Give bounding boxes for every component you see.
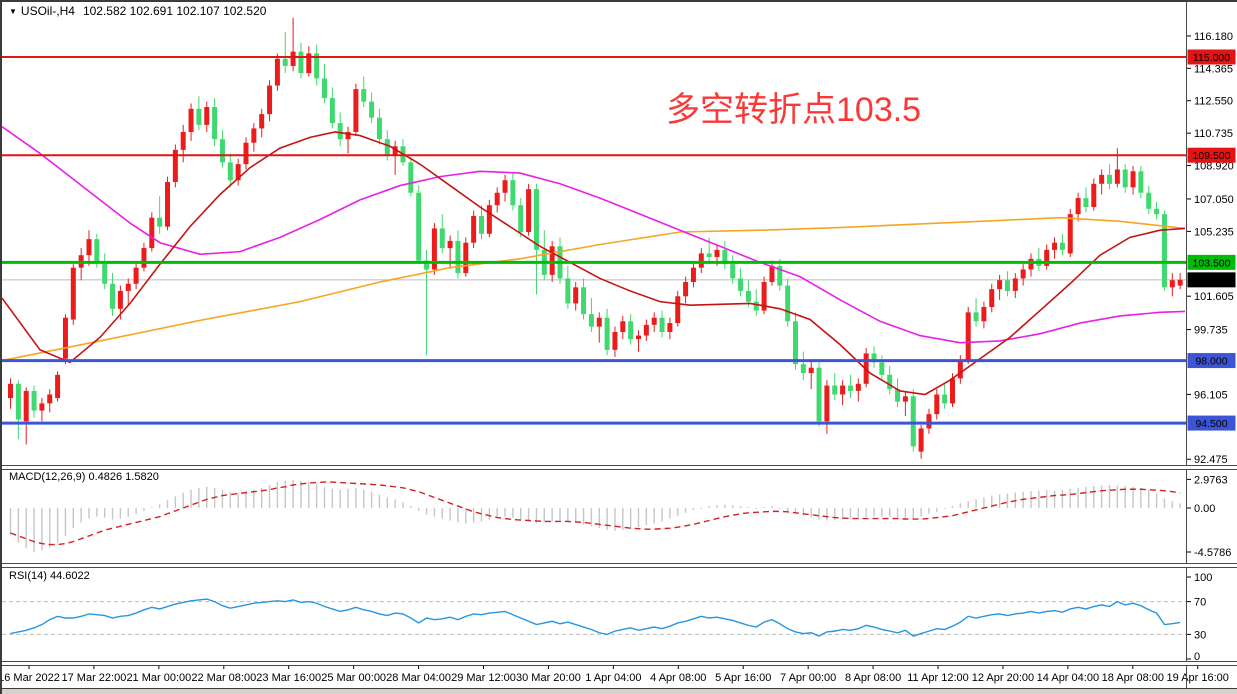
rsi-panel-layer [2, 598, 1186, 637]
svg-text:112.550: 112.550 [1194, 96, 1233, 108]
svg-text:116.180: 116.180 [1194, 31, 1233, 43]
price-panel-layer [2, 17, 1186, 459]
svg-text:29 Mar 12:00: 29 Mar 12:00 [451, 672, 516, 684]
svg-text:92.475: 92.475 [1194, 454, 1228, 466]
price-axis-border [1186, 2, 1187, 688]
svg-text:109.500: 109.500 [1193, 150, 1231, 162]
svg-text:30: 30 [1194, 629, 1206, 641]
panel-splitter-rsi-timeaxis[interactable] [0, 661, 1237, 666]
collapse-triangle-icon[interactable]: ▼ [9, 7, 17, 16]
svg-text:114.365: 114.365 [1194, 63, 1233, 75]
svg-text:110.735: 110.735 [1194, 128, 1233, 140]
svg-text:19 Apr 16:00: 19 Apr 16:00 [1167, 672, 1229, 684]
svg-text:98.000: 98.000 [1195, 356, 1227, 368]
rsi-indicator-label: RSI(14) 44.6022 [9, 570, 90, 582]
svg-text:0: 0 [1194, 651, 1200, 663]
price-axis: 116.180 114.365 112.550 110.735 108.920 107.0… [1186, 31, 1236, 466]
svg-text:100: 100 [1194, 572, 1212, 584]
chart-symbol-period: USOil-,H4 [20, 4, 75, 18]
svg-text:107.050: 107.050 [1194, 194, 1234, 206]
rsi-axis: 100 70 30 0 [1186, 572, 1212, 663]
annotation-text[interactable]: 多空转折点103.5 [666, 91, 922, 129]
svg-text:17 Mar 22:00: 17 Mar 22:00 [62, 672, 127, 684]
svg-text:103.500: 103.500 [1193, 257, 1231, 269]
svg-text:12 Apr 20:00: 12 Apr 20:00 [972, 672, 1034, 684]
chart-ohlc-values: 102.582 102.691 102.107 102.520 [82, 4, 267, 18]
chart-title: ▼ USOil-,H4 102.582 102.691 102.107 102.52… [9, 4, 266, 18]
window-bottom-strip [0, 689, 1237, 694]
window-border-top [0, 0, 1237, 2]
svg-text:11 Apr 12:00: 11 Apr 12:00 [907, 672, 969, 684]
svg-text:2.9763: 2.9763 [1194, 474, 1228, 486]
panel-splitter-macd-rsi[interactable] [0, 563, 1237, 568]
macd-axis: 2.9763 0.00 -4.5786 [1186, 474, 1231, 559]
svg-text:115.000: 115.000 [1193, 52, 1230, 64]
time-axis[interactable]: 16 Mar 2022 17 Mar 22:00 21 Mar 00:00 22 Ma… [0, 665, 1229, 684]
svg-text:28 Mar 04:00: 28 Mar 04:00 [386, 672, 451, 684]
ma-slow-magenta [2, 125, 1186, 344]
macd-panel-layer [9, 480, 1181, 553]
svg-text:105.235: 105.235 [1194, 226, 1234, 238]
svg-text:14 Apr 04:00: 14 Apr 04:00 [1037, 672, 1099, 684]
svg-text:-4.5786: -4.5786 [1194, 547, 1231, 559]
svg-text:25 Mar 00:00: 25 Mar 00:00 [321, 672, 386, 684]
svg-text:18 Apr 08:00: 18 Apr 08:00 [1102, 672, 1164, 684]
svg-text:21 Mar 00:00: 21 Mar 00:00 [126, 672, 191, 684]
macd-signal-line [10, 481, 1181, 546]
svg-text:99.735: 99.735 [1194, 325, 1228, 337]
svg-text:94.500: 94.500 [1195, 418, 1227, 430]
svg-text:4 Apr 08:00: 4 Apr 08:00 [650, 672, 706, 684]
svg-text:102.520: 102.520 [1193, 275, 1231, 287]
svg-text:96.105: 96.105 [1194, 389, 1228, 401]
svg-text:0.00: 0.00 [1194, 503, 1215, 515]
window-border-left [0, 0, 2, 694]
svg-text:5 Apr 16:00: 5 Apr 16:00 [715, 672, 771, 684]
macd-indicator-label: MACD(12,26,9) 0.4826 1.5820 [9, 471, 159, 483]
svg-text:8 Apr 08:00: 8 Apr 08:00 [845, 672, 901, 684]
svg-text:7 Apr 00:00: 7 Apr 00:00 [780, 672, 836, 684]
svg-text:70: 70 [1194, 597, 1206, 609]
svg-text:1 Apr 04:00: 1 Apr 04:00 [585, 672, 641, 684]
svg-text:101.605: 101.605 [1194, 291, 1234, 303]
svg-text:30 Mar 20:00: 30 Mar 20:00 [516, 672, 581, 684]
window-bottom-line [0, 688, 1237, 689]
panel-splitter-price-macd[interactable] [0, 465, 1237, 470]
candles-layer [8, 17, 1183, 459]
ma-long-orange [2, 216, 1186, 362]
svg-text:22 Mar 08:00: 22 Mar 08:00 [191, 672, 256, 684]
svg-text:16 Mar 2022: 16 Mar 2022 [0, 672, 60, 684]
svg-text:108.920: 108.920 [1194, 161, 1234, 173]
svg-text:23 Mar 16:00: 23 Mar 16:00 [256, 672, 321, 684]
ma-fast-red [2, 131, 1186, 396]
rsi-line [10, 598, 1181, 637]
